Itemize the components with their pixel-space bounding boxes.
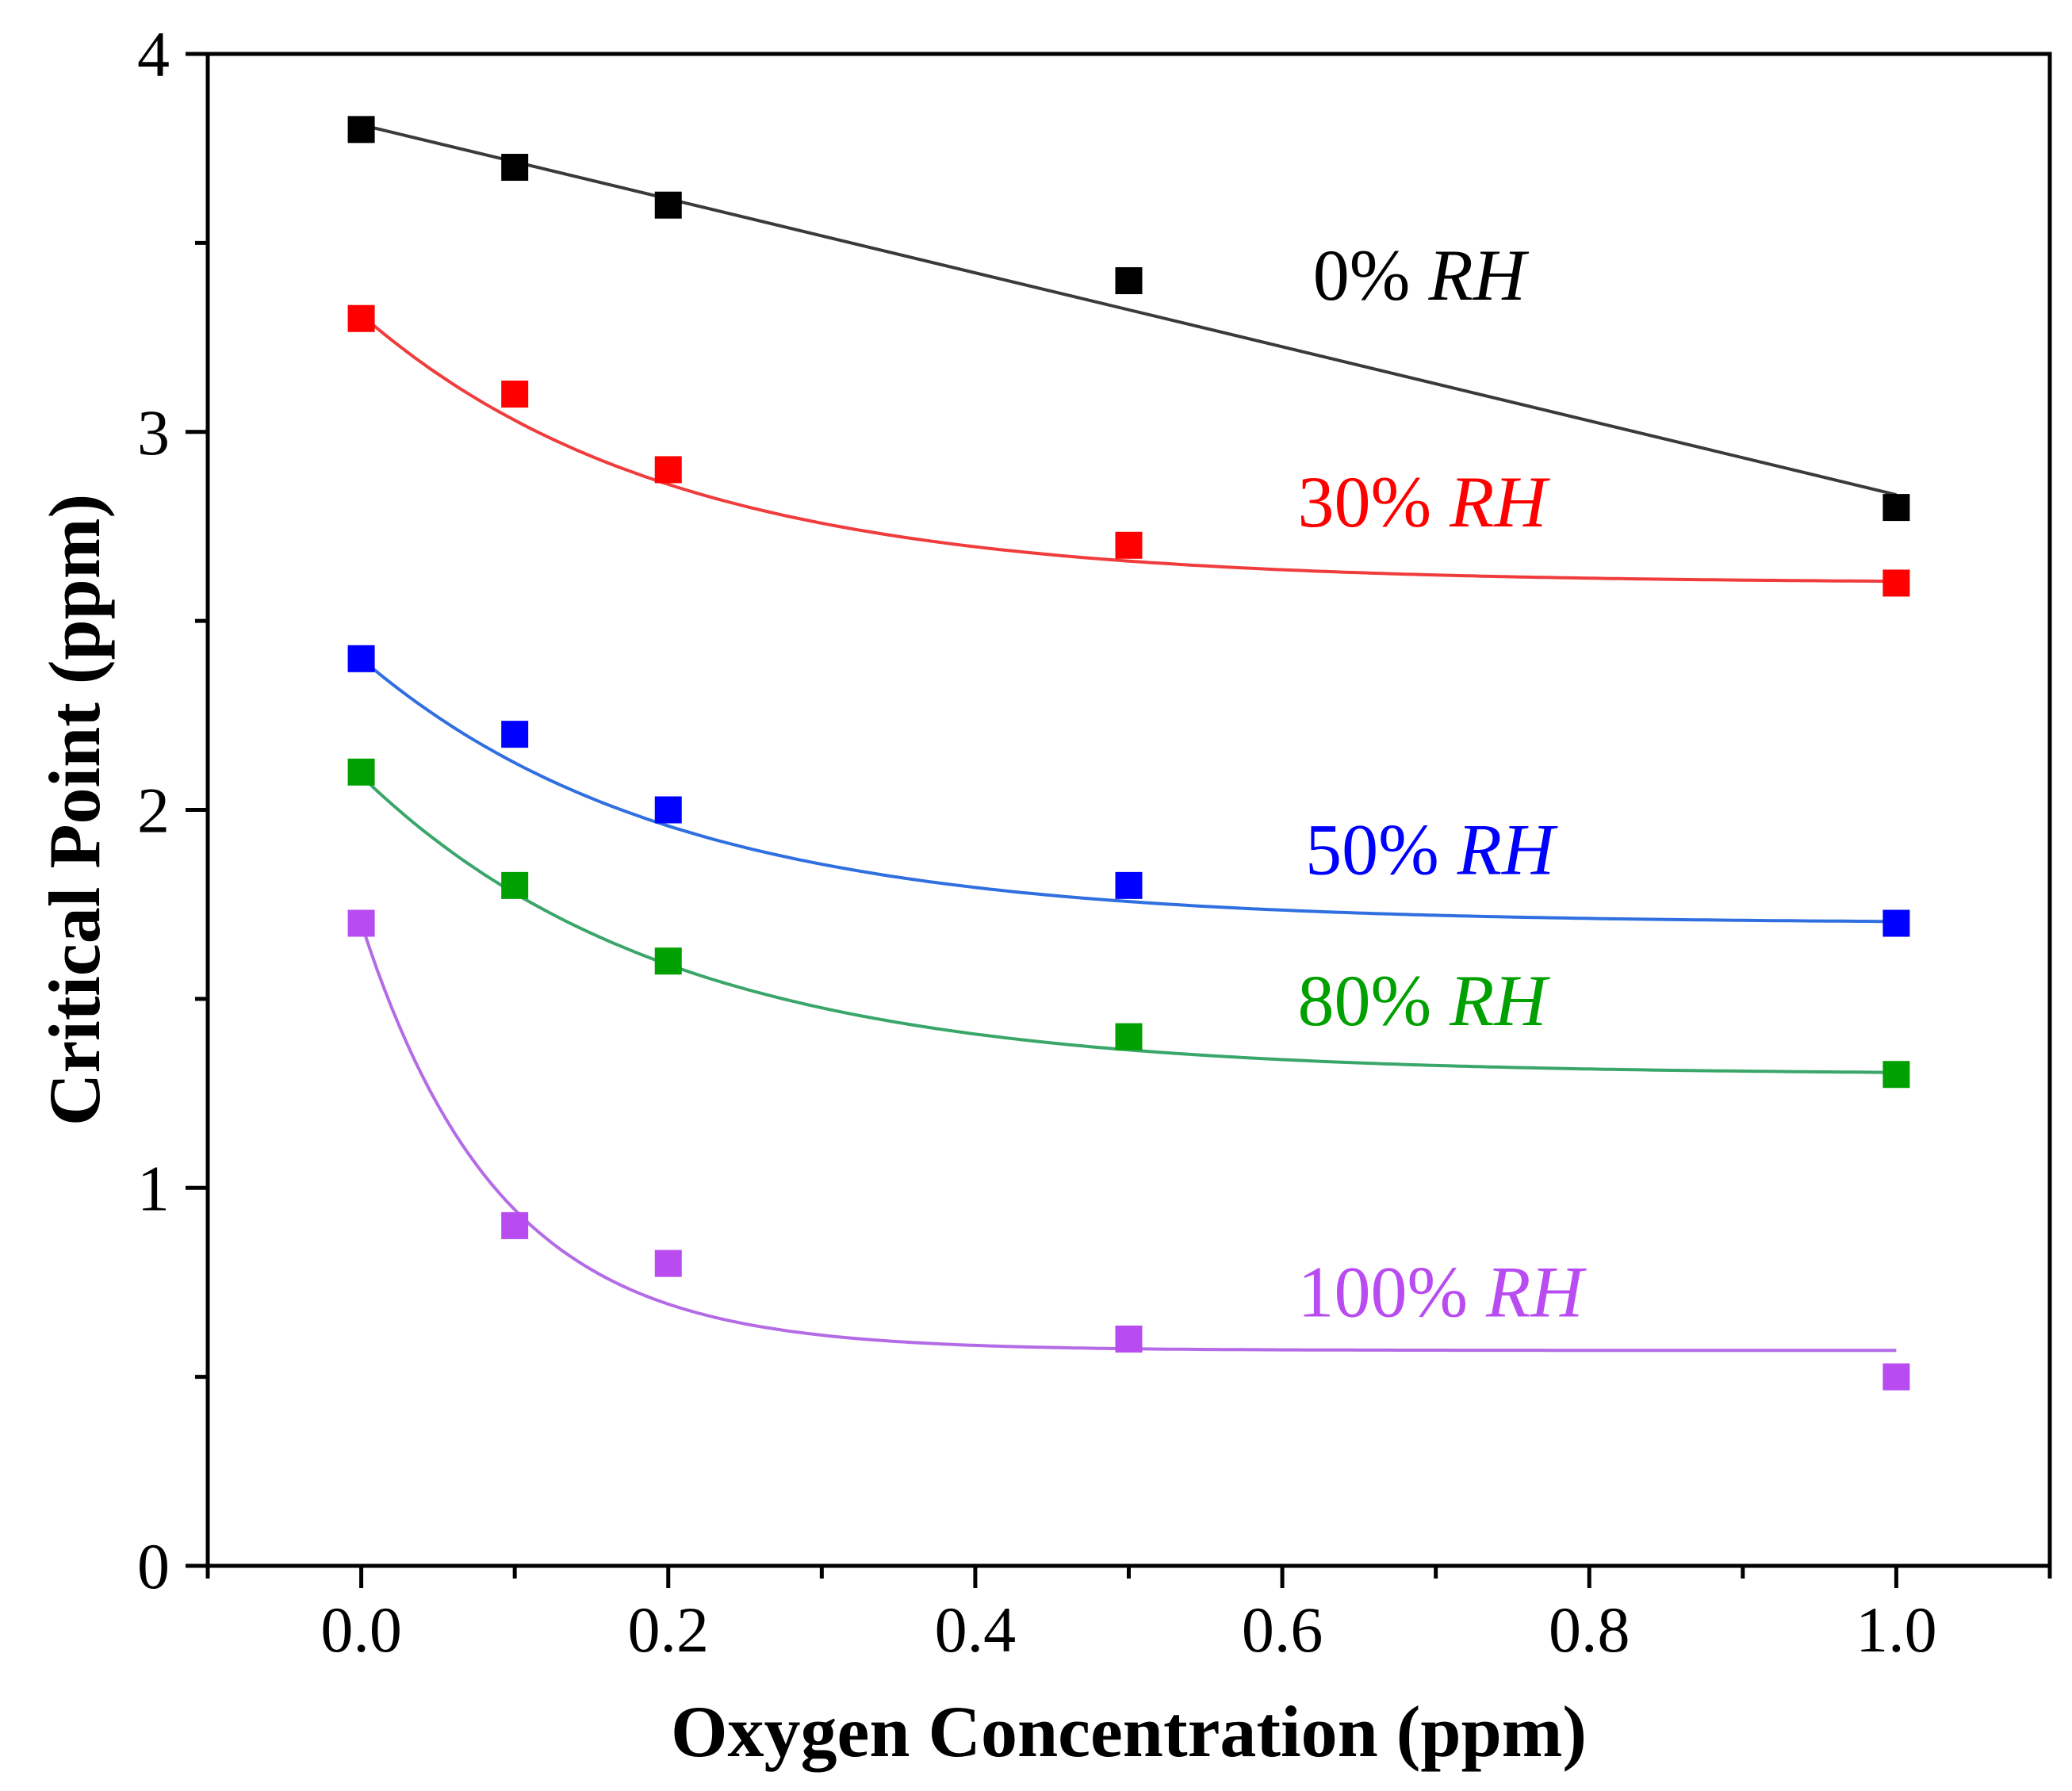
data-point-30pct <box>501 381 529 408</box>
y-tick-label: 3 <box>137 396 170 469</box>
data-point-100pct <box>347 909 375 937</box>
axis-ticks <box>186 52 2052 1588</box>
data-point-30pct <box>1882 569 1910 597</box>
data-point-30pct <box>1115 531 1143 559</box>
series-label: 50% RH <box>1305 809 1558 890</box>
series-label-unit: RH <box>1485 1251 1587 1332</box>
fit-curve-0pct <box>361 123 1897 496</box>
y-tick-labels: 0 1 2 3 4 <box>137 18 170 1602</box>
x-tick-label: 0.6 <box>1242 1594 1323 1666</box>
data-point-80pct <box>1115 1023 1143 1050</box>
data-point-50pct <box>654 796 682 824</box>
data-point-0pct <box>347 116 375 144</box>
series-label-unit: RH <box>1457 809 1558 890</box>
x-axis-title: Oxygen Concentration (ppm) <box>671 1691 1587 1772</box>
data-point-80pct <box>501 871 529 899</box>
series-label-value: 50% <box>1305 809 1457 890</box>
y-tick-label: 1 <box>137 1152 170 1224</box>
series-label: 0% RH <box>1313 235 1530 316</box>
data-point-0pct <box>1115 267 1143 295</box>
series-label: 100% RH <box>1297 1251 1587 1332</box>
data-point-50pct <box>1115 871 1143 899</box>
series-label-value: 100% <box>1297 1251 1486 1332</box>
data-point-50pct <box>1882 909 1910 937</box>
series-label-unit: RH <box>1449 461 1550 542</box>
data-point-0pct <box>654 191 682 219</box>
data-point-50pct <box>501 721 529 748</box>
series-label: 30% RH <box>1297 461 1550 542</box>
y-tick-label: 4 <box>137 18 170 90</box>
x-tick-label: 0.2 <box>628 1594 710 1666</box>
series-label-unit: RH <box>1449 960 1550 1041</box>
y-tick-label: 0 <box>137 1530 170 1602</box>
data-point-100pct <box>654 1249 682 1277</box>
data-point-80pct <box>654 947 682 975</box>
y-axis-title: Critical Point (ppm) <box>34 494 115 1126</box>
fit-curve-50pct <box>360 657 1897 924</box>
data-point-100pct <box>501 1211 529 1239</box>
y-tick-label: 2 <box>137 775 170 847</box>
series-label-unit: RH <box>1427 235 1529 316</box>
data-point-100pct <box>1115 1325 1143 1353</box>
data-point-80pct <box>1882 1061 1910 1089</box>
fit-curve-30pct <box>360 313 1897 584</box>
data-point-80pct <box>347 758 375 786</box>
x-tick-label: 0.0 <box>320 1594 402 1666</box>
x-tick-label: 0.4 <box>935 1594 1017 1666</box>
series-label-value: 30% <box>1297 461 1450 542</box>
series-label-value: 80% <box>1297 960 1450 1041</box>
x-tick-label: 0.8 <box>1549 1594 1630 1666</box>
data-points <box>347 116 1910 1391</box>
data-point-30pct <box>654 456 682 484</box>
data-point-0pct <box>1882 494 1910 522</box>
data-point-50pct <box>347 645 375 672</box>
series-label: 80% RH <box>1297 960 1550 1041</box>
data-point-100pct <box>1882 1363 1910 1391</box>
data-point-0pct <box>501 154 529 182</box>
series-label-value: 0% <box>1313 235 1429 316</box>
data-point-30pct <box>347 304 375 332</box>
x-tick-label: 1.0 <box>1856 1594 1937 1666</box>
x-tick-labels: 0.0 0.2 0.4 0.6 0.8 1.0 <box>320 1594 1936 1666</box>
